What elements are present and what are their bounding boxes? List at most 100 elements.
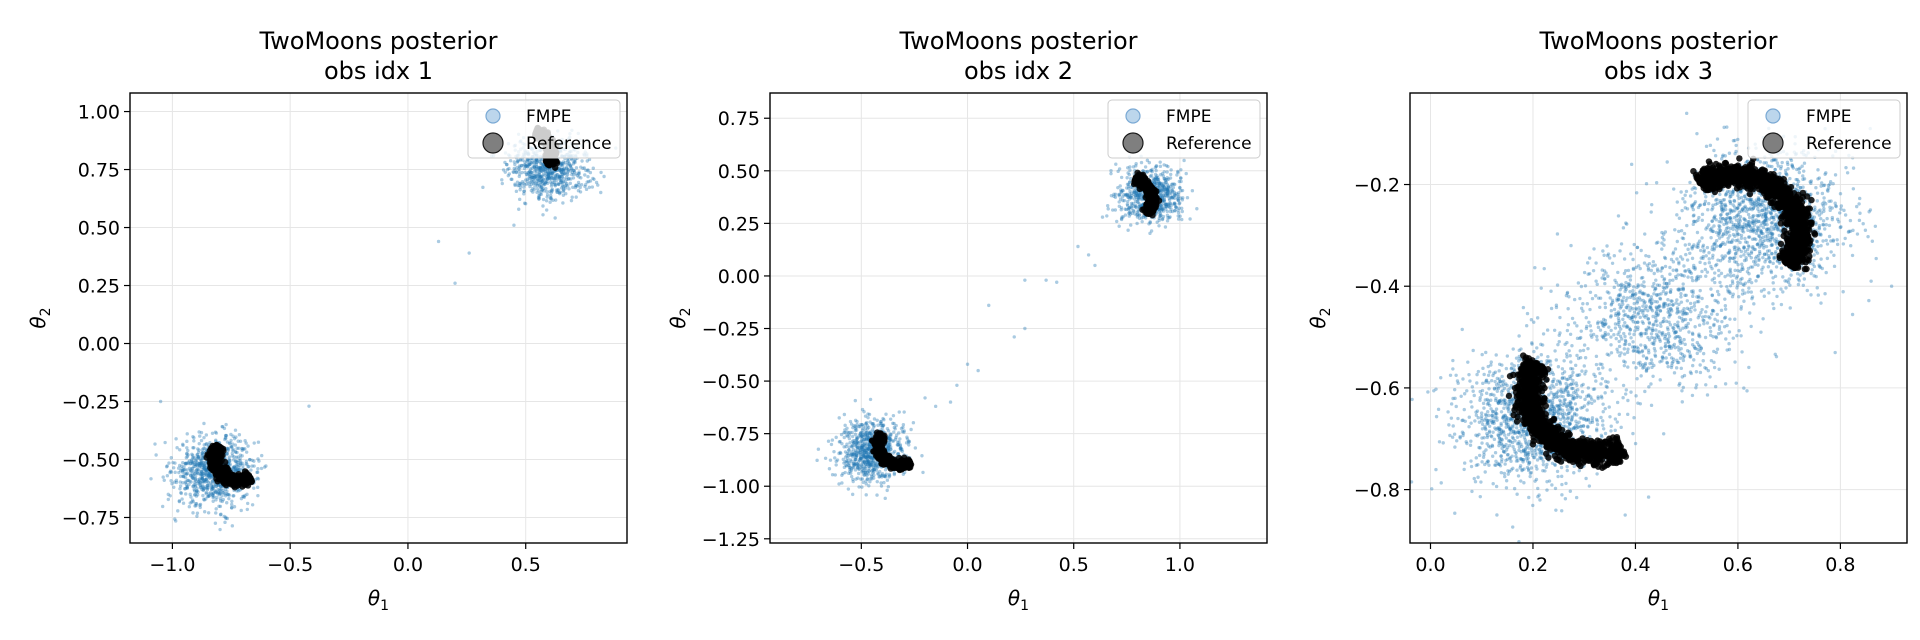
fmpe-point bbox=[553, 184, 558, 188]
fmpe-point bbox=[201, 471, 205, 475]
fmpe-point bbox=[1086, 253, 1091, 257]
fmpe-point bbox=[863, 473, 867, 477]
fmpe-point bbox=[198, 434, 202, 438]
fmpe-point bbox=[1158, 211, 1163, 216]
fmpe-point bbox=[528, 169, 532, 173]
fmpe-point bbox=[232, 505, 237, 509]
fmpe-point bbox=[866, 446, 871, 451]
fmpe-point bbox=[1159, 189, 1164, 193]
fmpe-point bbox=[1126, 186, 1131, 190]
fmpe-point bbox=[186, 460, 190, 464]
fmpe-point bbox=[1141, 215, 1145, 219]
fmpe-point bbox=[862, 448, 866, 453]
fmpe-point bbox=[1127, 172, 1131, 177]
fmpe-point bbox=[197, 448, 201, 452]
fmpe-point bbox=[1179, 196, 1183, 200]
fmpe-point bbox=[865, 436, 869, 440]
fmpe-point bbox=[1116, 169, 1120, 174]
fmpe-point bbox=[187, 482, 191, 487]
fmpe-point bbox=[221, 490, 225, 495]
fmpe-point bbox=[198, 457, 203, 461]
fmpe-point bbox=[240, 448, 244, 453]
fmpe-point bbox=[853, 450, 857, 455]
fmpe-point bbox=[857, 450, 862, 455]
fmpe-point bbox=[856, 465, 860, 469]
fmpe-point bbox=[1119, 208, 1123, 212]
fmpe-point bbox=[850, 439, 855, 443]
fmpe-point bbox=[1135, 193, 1139, 198]
fmpe-point bbox=[204, 468, 208, 473]
fmpe-point bbox=[200, 487, 204, 492]
fmpe-point bbox=[1148, 220, 1152, 224]
fmpe-point bbox=[184, 452, 189, 456]
fmpe-point bbox=[1141, 169, 1145, 173]
fmpe-point bbox=[1125, 192, 1129, 196]
fmpe-point bbox=[1174, 205, 1178, 209]
fmpe-point bbox=[875, 479, 879, 484]
fmpe-point bbox=[862, 459, 866, 463]
fmpe-point bbox=[202, 443, 206, 447]
fmpe-point bbox=[861, 442, 866, 447]
fmpe-point bbox=[1164, 205, 1169, 209]
fmpe-point bbox=[899, 448, 903, 452]
fmpe-point bbox=[246, 501, 250, 506]
fmpe-point bbox=[871, 471, 875, 475]
fmpe-point bbox=[1131, 201, 1135, 206]
fmpe-point bbox=[548, 180, 553, 184]
fmpe-point bbox=[562, 172, 566, 176]
fmpe-point bbox=[907, 439, 912, 444]
fmpe-point bbox=[179, 490, 183, 495]
fmpe-point bbox=[864, 420, 869, 425]
fmpe-point bbox=[855, 453, 859, 458]
fmpe-point bbox=[560, 180, 565, 185]
fmpe-point bbox=[534, 168, 538, 172]
fmpe-point bbox=[1121, 189, 1125, 193]
fmpe-point bbox=[513, 168, 517, 172]
fmpe-point bbox=[555, 176, 559, 180]
fmpe-point bbox=[571, 185, 575, 190]
fmpe-point bbox=[204, 477, 208, 482]
fmpe-point bbox=[562, 166, 567, 171]
fmpe-point bbox=[858, 456, 863, 460]
fmpe-point bbox=[259, 466, 264, 471]
fmpe-point bbox=[572, 160, 576, 164]
fmpe-point bbox=[1111, 208, 1115, 212]
fmpe-point bbox=[1137, 205, 1141, 209]
fmpe-point bbox=[214, 511, 218, 515]
fmpe-point bbox=[1128, 195, 1133, 199]
fmpe-point bbox=[229, 445, 234, 449]
fmpe-point bbox=[861, 453, 866, 457]
fmpe-point bbox=[900, 447, 904, 452]
fmpe-point bbox=[519, 158, 523, 162]
y-ticks: −0.75−0.50−0.250.000.250.500.751.00 bbox=[62, 102, 130, 529]
fmpe-point bbox=[548, 196, 553, 200]
fmpe-point bbox=[899, 446, 903, 450]
fmpe-point bbox=[1114, 162, 1118, 166]
fmpe-point bbox=[525, 177, 530, 181]
fmpe-point bbox=[200, 475, 204, 480]
fmpe-point bbox=[865, 477, 869, 481]
fmpe-point bbox=[521, 158, 525, 162]
fmpe-point bbox=[260, 453, 264, 458]
fmpe-point bbox=[183, 487, 187, 491]
fmpe-point bbox=[1180, 217, 1184, 222]
x-axis-label: θ1 bbox=[1008, 586, 1029, 614]
fmpe-point bbox=[191, 484, 196, 488]
fmpe-point bbox=[1125, 203, 1130, 208]
fmpe-point bbox=[568, 164, 573, 168]
fmpe-point bbox=[556, 182, 561, 187]
fmpe-point bbox=[1125, 182, 1130, 186]
fmpe-point bbox=[1157, 181, 1162, 185]
fmpe-point bbox=[217, 504, 221, 508]
fmpe-point bbox=[554, 179, 559, 183]
fmpe-point bbox=[1162, 185, 1167, 190]
fmpe-point bbox=[1162, 170, 1166, 174]
fmpe-point bbox=[829, 442, 834, 447]
fmpe-point bbox=[207, 472, 212, 476]
fmpe-point bbox=[830, 438, 835, 442]
fmpe-point bbox=[210, 492, 214, 496]
fmpe-point bbox=[233, 467, 238, 472]
fmpe-point bbox=[901, 423, 906, 427]
fmpe-point bbox=[197, 479, 201, 484]
fmpe-point bbox=[870, 457, 874, 461]
